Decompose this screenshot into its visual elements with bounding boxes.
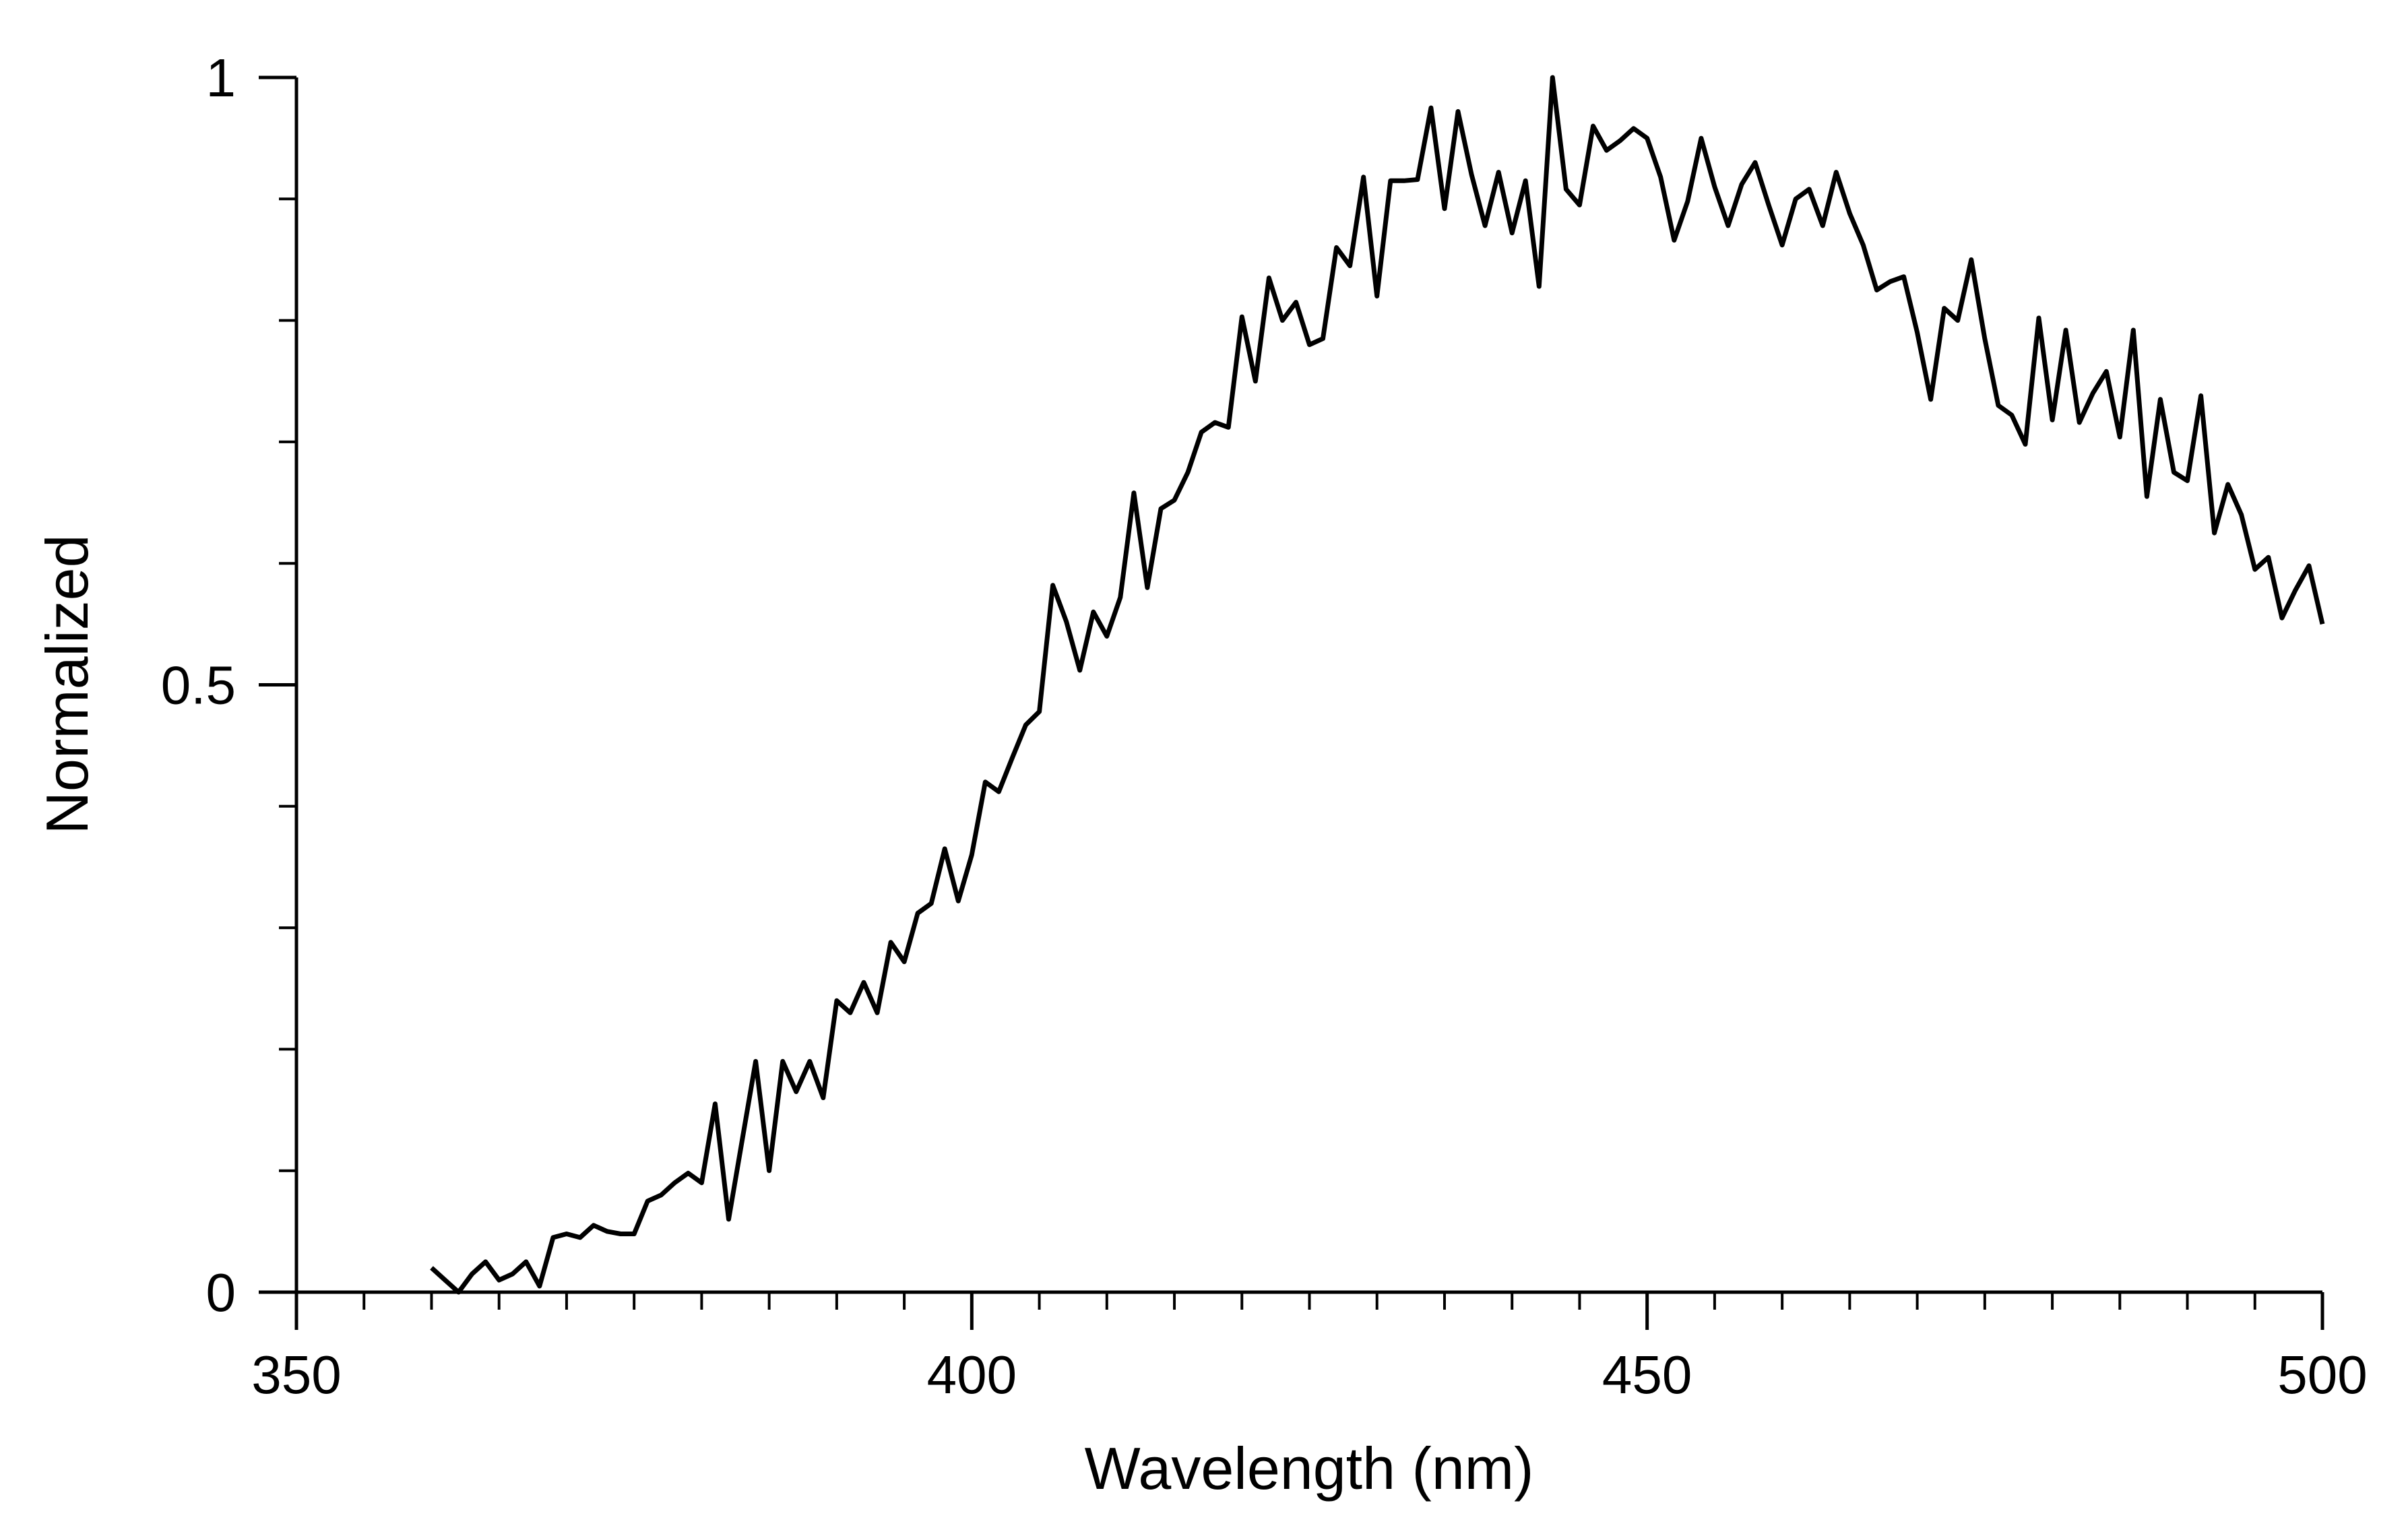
tick-labels: 350 400 450 500 0 0.5 1: [161, 48, 2368, 1405]
x-tick-label: 450: [1602, 1345, 1692, 1405]
axes: [294, 77, 2322, 1294]
y-tick-label: 1: [206, 48, 236, 108]
x-tick-label: 500: [2277, 1345, 2367, 1405]
x-tick-label: 400: [927, 1345, 1017, 1405]
series-line: [430, 75, 2325, 1295]
plot-area: [430, 75, 2325, 1295]
x-tick-label: 350: [251, 1345, 341, 1405]
axis-ticks: [259, 75, 2324, 1330]
y-tick-label: 0.5: [161, 656, 236, 715]
y-tick-label: 0: [206, 1263, 236, 1322]
y-axis-label: Normalized: [34, 534, 100, 834]
x-axis-label: Wavelength (nm): [1085, 1435, 1534, 1502]
